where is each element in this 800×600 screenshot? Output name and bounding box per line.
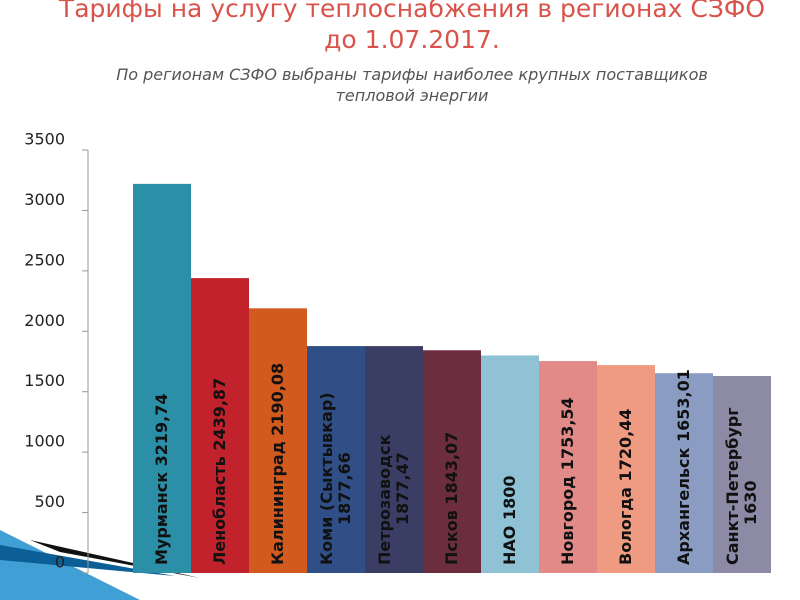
bar (307, 346, 365, 573)
bar-label: 1877,66 (335, 452, 354, 525)
bar-label: 1877,47 (393, 452, 412, 525)
bar (191, 278, 249, 573)
bar-label: Архангельск 1653,01 (674, 369, 693, 565)
bar (481, 355, 539, 573)
bar (597, 365, 655, 573)
category-label: Псков (442, 510, 461, 565)
bar (713, 376, 771, 573)
y-tick-label: 2000 (24, 311, 65, 330)
value-label: 3219,74 (152, 393, 171, 466)
value-label: 1753,54 (558, 397, 577, 470)
value-label: 1800 (500, 476, 519, 521)
category-label: Ленобласть (210, 456, 229, 565)
category-label: Новгород (558, 476, 577, 565)
category-label: Архангельск (674, 447, 693, 565)
y-tick-label: 3000 (24, 190, 65, 209)
bar-label: Санкт-Петербург (723, 407, 742, 565)
bar (365, 346, 423, 573)
bar-label: Вологда 1720,44 (616, 409, 635, 565)
value-label: 1630 (741, 480, 760, 525)
y-tick-label: 2500 (24, 250, 65, 269)
bar (539, 361, 597, 573)
value-label: 2190,08 (268, 363, 287, 436)
category-label: Калининград (268, 441, 287, 565)
chart-subtitle: тепловой энергии (336, 86, 489, 105)
y-tick-label: 1500 (24, 371, 65, 390)
category-label: НАО (500, 526, 519, 565)
bar (133, 183, 191, 573)
bar-label: НАО 1800 (500, 476, 519, 565)
category-label: Вологда (616, 487, 635, 565)
bar-label: Коми (Сыктывкар) (317, 392, 336, 565)
bar-label: 1630 (741, 480, 760, 525)
value-label: 2439,87 (210, 378, 229, 451)
y-tick-label: 1000 (24, 432, 65, 451)
bar (655, 373, 713, 573)
y-tick-label: 0 (55, 553, 65, 572)
category-label: Петрозаводск (375, 434, 394, 565)
y-tick-label: 3500 (24, 130, 65, 149)
category-label: Коми (Сыктывкар) (317, 392, 336, 565)
value-label: 1720,44 (616, 409, 635, 482)
y-tick-label: 500 (34, 492, 65, 511)
bar-label: Калининград 2190,08 (268, 363, 287, 565)
value-label: 1877,66 (335, 452, 354, 525)
chart-title: до 1.07.2017. (324, 25, 500, 54)
bar-label: Петрозаводск (375, 434, 394, 565)
category-label: Мурманск (152, 472, 171, 565)
category-label: Санкт-Петербург (723, 407, 742, 565)
bar (249, 308, 307, 573)
chart-subtitle: По регионам СЗФО выбраны тарифы наиболее… (116, 65, 708, 84)
bar-label: Мурманск 3219,74 (152, 393, 171, 565)
chart-title: Тарифы на услугу теплоснабжения в регион… (58, 0, 765, 23)
bar-label: Псков 1843,07 (442, 432, 461, 565)
value-label: 1843,07 (442, 432, 461, 505)
value-label: 1653,01 (674, 369, 693, 442)
bar-label: Новгород 1753,54 (558, 397, 577, 565)
bar (423, 350, 481, 573)
bar-label: Ленобласть 2439,87 (210, 378, 229, 565)
value-label: 1877,47 (393, 452, 412, 525)
